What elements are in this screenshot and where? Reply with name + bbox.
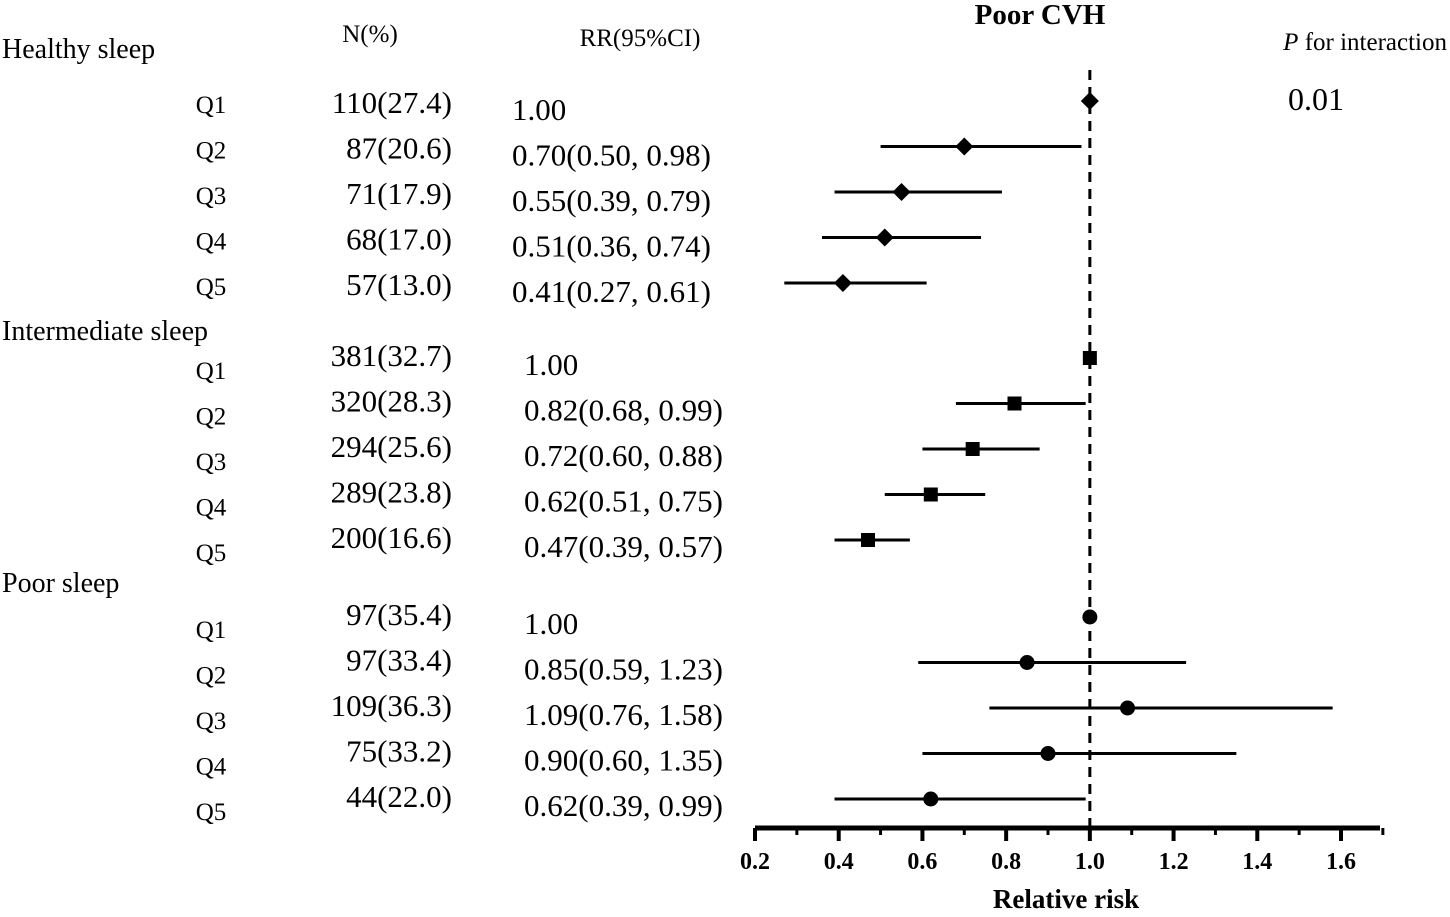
row-label: Q4 xyxy=(196,495,227,522)
point-estimate-circle xyxy=(1019,655,1035,670)
row-label: Q3 xyxy=(196,183,227,210)
row-rr-ci: 0.62(0.51, 0.75) xyxy=(524,484,723,519)
row-label: Q1 xyxy=(196,92,227,119)
row-n-percent: 87(20.6) xyxy=(346,131,452,166)
point-estimate-square xyxy=(1007,396,1022,411)
row-label: Q1 xyxy=(196,617,227,644)
row-rr-ci: 0.55(0.39, 0.79) xyxy=(512,183,711,218)
point-estimate-diamond xyxy=(1080,92,1099,110)
row-n-percent: 110(27.4) xyxy=(332,85,452,120)
chart-title: Poor CVH xyxy=(975,0,1106,31)
point-estimate-circle xyxy=(1082,609,1098,625)
row-n-percent: 381(32.7) xyxy=(331,338,452,373)
row-rr-ci: 0.62(0.39, 0.99) xyxy=(524,788,723,823)
row-rr-ci: 0.82(0.68, 0.99) xyxy=(524,393,723,428)
group-header-poor-sleep: Poor sleep xyxy=(2,568,119,599)
row-rr-ci: 0.51(0.36, 0.74) xyxy=(512,229,711,264)
point-estimate-circle xyxy=(1120,700,1136,716)
row-n-percent: 294(25.6) xyxy=(331,429,452,464)
row-label: Q3 xyxy=(196,708,227,735)
group-header-healthy-sleep: Healthy sleep xyxy=(2,34,155,65)
interaction-p-value: 0.01 xyxy=(1288,81,1344,117)
x-tick-label: 1.0 xyxy=(1075,849,1105,875)
point-estimate-circle xyxy=(923,791,939,807)
row-label: Q2 xyxy=(196,663,227,690)
x-tick-label: 0.6 xyxy=(907,849,937,875)
column-header-rr: RR(95%CI) xyxy=(580,25,701,52)
x-tick-label: 0.2 xyxy=(740,849,770,875)
row-n-percent: 57(13.0) xyxy=(346,267,452,302)
row-label: Q1 xyxy=(196,358,227,385)
row-n-percent: 289(23.8) xyxy=(331,475,452,510)
row-label: Q5 xyxy=(196,799,227,826)
row-label: Q4 xyxy=(196,229,227,256)
rows-layer: Healthy sleep Q1 110(27.4) 1.00 Q2 87(20.6) 0.… xyxy=(2,34,723,826)
group-header-intermediate-sleep: Intermediate sleep xyxy=(2,316,208,347)
point-estimate-square xyxy=(1082,351,1097,365)
row-n-percent: 68(17.0) xyxy=(346,222,452,257)
x-tick-label: 0.8 xyxy=(991,849,1021,875)
point-estimate-square xyxy=(861,533,876,547)
row-label: Q5 xyxy=(196,540,227,567)
x-axis-label: Relative risk xyxy=(993,884,1139,912)
row-n-percent: 75(33.2) xyxy=(346,734,452,769)
x-axis: 0.2 0.4 0.6 0.8 1.0 1.2 1.4 1.6 xyxy=(740,825,1385,875)
point-estimate-circle xyxy=(1040,746,1056,761)
marks-layer xyxy=(784,70,1333,828)
point-estimate-diamond xyxy=(892,183,911,201)
x-tick-label: 1.6 xyxy=(1326,849,1356,875)
row-n-percent: 71(17.9) xyxy=(346,176,452,211)
row-rr-ci: 1.09(0.76, 1.58) xyxy=(524,697,723,732)
row-rr-ci: 0.47(0.39, 0.57) xyxy=(524,529,723,564)
point-estimate-square xyxy=(965,442,980,456)
row-n-percent: 109(36.3) xyxy=(331,688,452,723)
interaction-label-rest: for interaction xyxy=(1298,29,1447,56)
row-rr-ci: 0.72(0.60, 0.88) xyxy=(524,438,723,473)
point-estimate-square xyxy=(923,487,938,502)
row-rr-ci: 1.00 xyxy=(524,606,578,641)
point-estimate-diamond xyxy=(955,137,974,156)
x-tick-label: 0.4 xyxy=(824,849,854,875)
row-rr-ci: 0.41(0.27, 0.61) xyxy=(512,274,711,309)
row-rr-ci: 1.00 xyxy=(512,92,566,127)
row-label: Q4 xyxy=(196,754,227,781)
row-rr-ci: 0.90(0.60, 1.35) xyxy=(524,743,723,778)
point-estimate-diamond xyxy=(875,228,894,247)
row-label: Q2 xyxy=(196,404,227,431)
row-rr-ci: 0.70(0.50, 0.98) xyxy=(512,138,711,173)
column-header-n: N(%) xyxy=(342,21,398,48)
x-tick-label: 1.2 xyxy=(1159,849,1189,875)
interaction-label-p: P xyxy=(1282,29,1298,56)
x-tick-label: 1.4 xyxy=(1242,849,1272,875)
row-n-percent: 44(22.0) xyxy=(346,779,452,814)
row-n-percent: 320(28.3) xyxy=(331,384,452,419)
point-estimate-diamond xyxy=(833,274,852,292)
row-label: Q5 xyxy=(196,274,227,301)
row-rr-ci: 1.00 xyxy=(524,347,578,382)
row-label: Q3 xyxy=(196,449,227,476)
row-n-percent: 97(35.4) xyxy=(346,597,452,632)
row-n-percent: 97(33.4) xyxy=(346,643,452,678)
row-n-percent: 200(16.6) xyxy=(331,520,452,555)
interaction-header: P for interaction xyxy=(1282,29,1447,56)
row-rr-ci: 0.85(0.59, 1.23) xyxy=(524,652,723,687)
row-label: Q2 xyxy=(196,138,227,165)
